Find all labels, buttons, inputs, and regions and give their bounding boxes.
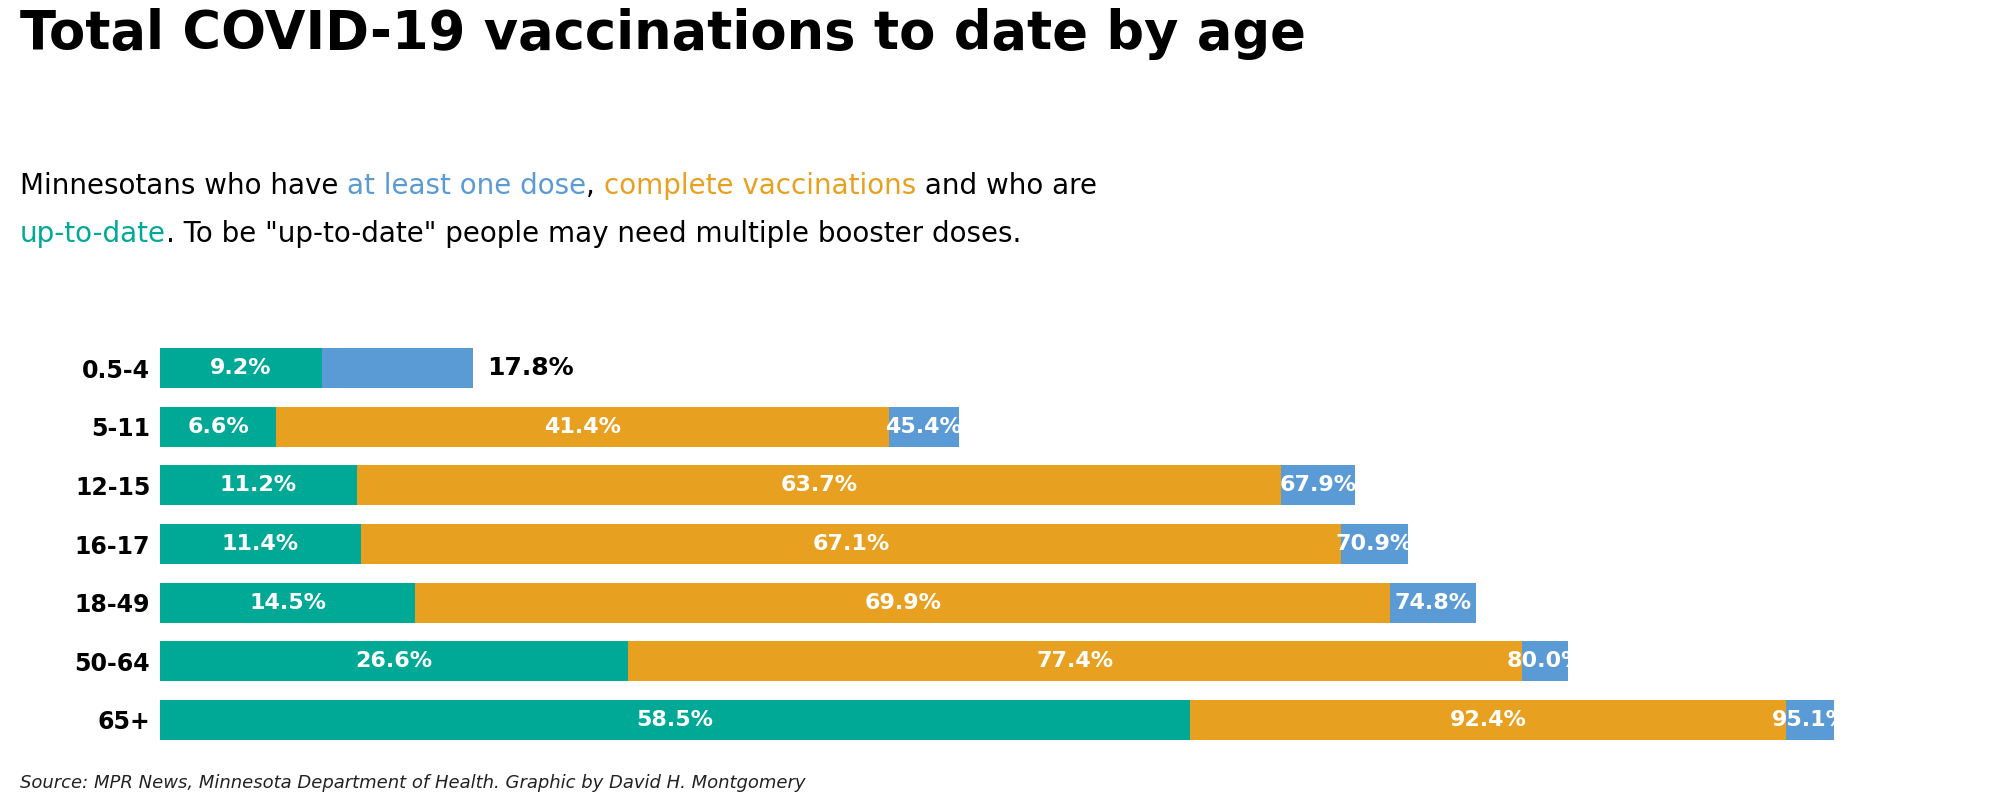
Bar <box>322 348 474 388</box>
Text: 69.9%: 69.9% <box>864 593 942 613</box>
Bar <box>160 524 360 564</box>
Text: and who are: and who are <box>916 172 1098 200</box>
Text: 63.7%: 63.7% <box>780 475 858 495</box>
Text: complete vaccinations: complete vaccinations <box>604 172 916 200</box>
Text: 14.5%: 14.5% <box>250 593 326 613</box>
Text: 41.4%: 41.4% <box>544 417 620 437</box>
Text: 11.2%: 11.2% <box>220 475 298 495</box>
Bar <box>1190 700 1786 740</box>
Bar <box>160 700 1190 740</box>
Bar <box>1390 582 1476 622</box>
Bar <box>1786 700 1834 740</box>
Bar <box>888 407 960 446</box>
Text: 92.4%: 92.4% <box>1450 710 1526 730</box>
Bar <box>160 582 416 622</box>
Text: up-to-date: up-to-date <box>20 220 166 248</box>
Text: 26.6%: 26.6% <box>356 651 432 671</box>
Bar <box>416 582 1390 622</box>
Text: 45.4%: 45.4% <box>886 417 962 437</box>
Bar <box>1340 524 1408 564</box>
Text: 80.0%: 80.0% <box>1506 651 1584 671</box>
Bar <box>160 466 358 506</box>
Text: Minnesotans who have: Minnesotans who have <box>20 172 348 200</box>
Text: Total COVID-19 vaccinations to date by age: Total COVID-19 vaccinations to date by a… <box>20 8 1306 60</box>
Text: 74.8%: 74.8% <box>1394 593 1472 613</box>
Bar <box>1522 642 1568 681</box>
Bar <box>276 407 888 446</box>
Bar <box>160 348 322 388</box>
Text: 9.2%: 9.2% <box>210 358 272 378</box>
Text: 17.8%: 17.8% <box>488 356 574 380</box>
Text: Source: MPR News, Minnesota Department of Health. Graphic by David H. Montgomery: Source: MPR News, Minnesota Department o… <box>20 774 806 792</box>
Text: 6.6%: 6.6% <box>188 417 248 437</box>
Text: 95.1%: 95.1% <box>1772 710 1848 730</box>
Text: 67.1%: 67.1% <box>812 534 890 554</box>
Text: 11.4%: 11.4% <box>222 534 298 554</box>
Text: 58.5%: 58.5% <box>636 710 714 730</box>
Bar <box>160 407 276 446</box>
Bar <box>628 642 1522 681</box>
Text: 67.9%: 67.9% <box>1280 475 1356 495</box>
Text: . To be "up-to-date" people may need multiple booster doses.: . To be "up-to-date" people may need mul… <box>166 220 1022 248</box>
Bar <box>160 642 628 681</box>
Text: 77.4%: 77.4% <box>1036 651 1114 671</box>
Bar <box>358 466 1282 506</box>
Text: 70.9%: 70.9% <box>1336 534 1414 554</box>
Bar <box>360 524 1340 564</box>
Bar <box>1282 466 1356 506</box>
Text: at least one dose: at least one dose <box>348 172 586 200</box>
Text: ,: , <box>586 172 604 200</box>
